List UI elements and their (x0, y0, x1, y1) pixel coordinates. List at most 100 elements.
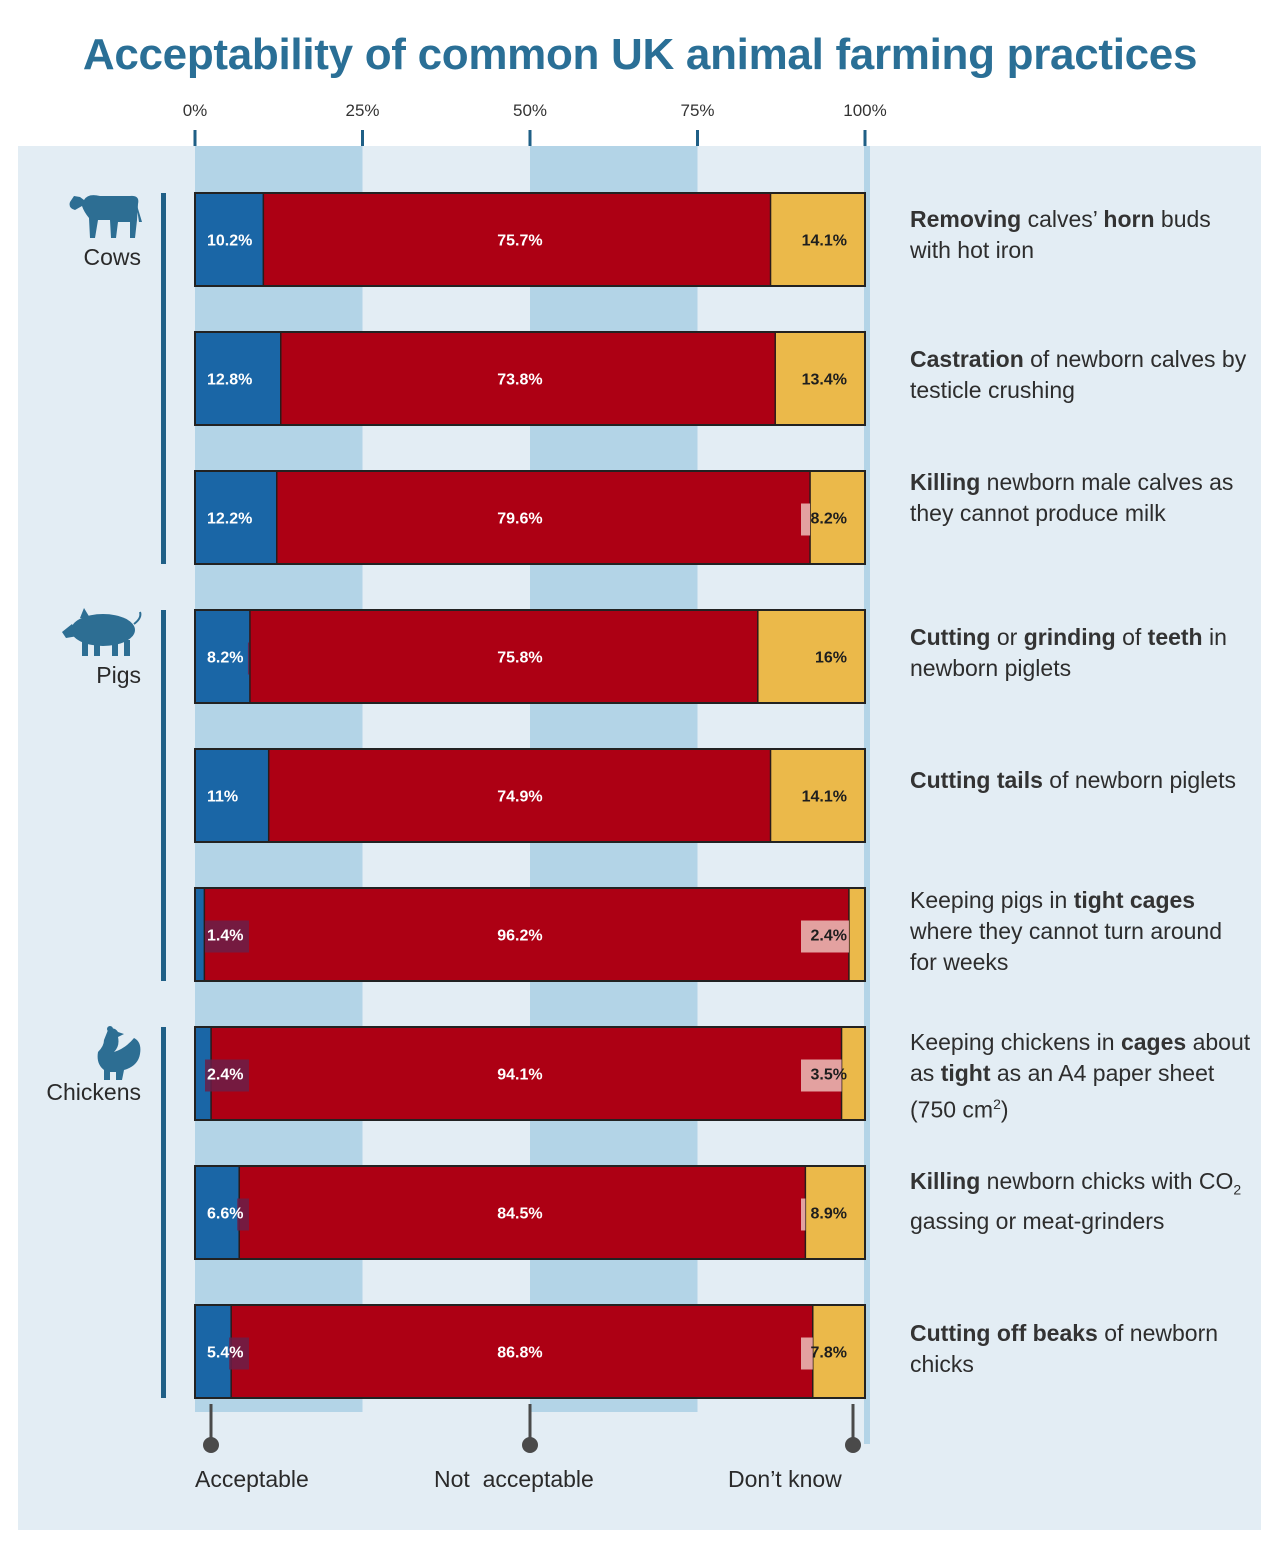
group-bracket (161, 610, 166, 981)
bar-outline (194, 331, 866, 426)
practice-description-part: Cutting off beaks (910, 1320, 1098, 1346)
practice-description-part: where they cannot turn around for weeks (910, 918, 1222, 975)
bar-label-not-acceptable: 79.6% (497, 511, 542, 528)
bar-dont-know (770, 193, 865, 286)
bar-label-not-acceptable: 73.8% (497, 372, 542, 389)
bar-label-acceptable: 5.4% (207, 1345, 243, 1362)
practice-description-part: Cutting tails (910, 767, 1043, 793)
bar-acceptable (195, 888, 205, 981)
label-backdrop (229, 1337, 249, 1370)
bar-acceptable (195, 749, 269, 842)
bar-not-acceptable (231, 1305, 813, 1398)
practice-description-part: 2 (1233, 1181, 1242, 1198)
x-tick-label: 50% (513, 101, 547, 120)
bar-label-acceptable: 1.4% (207, 928, 243, 945)
bar-not-acceptable (268, 749, 771, 842)
practice-description-part: of newborn chicks (910, 1320, 1219, 1377)
label-backdrop (801, 1198, 806, 1231)
practice-description-part: Killing (910, 469, 981, 495)
label-backdrop (801, 920, 849, 953)
legend-acceptable-label: Acceptable (195, 1466, 309, 1492)
bar-acceptable (195, 1166, 240, 1259)
cow-icon (69, 195, 142, 238)
group-label-cows: Cows (83, 244, 141, 270)
bar-label-acceptable: 12.8% (207, 372, 252, 389)
bar-not-acceptable (249, 610, 758, 703)
group-bracket (161, 193, 166, 564)
practice-description-part: ) (1000, 1096, 1009, 1123)
practice-description-part: grinding (1023, 624, 1116, 650)
bar-acceptable (195, 1305, 232, 1398)
label-backdrop (247, 642, 249, 675)
practice-description: Killing newborn male calves as they cann… (910, 467, 1255, 529)
bar-label-acceptable: 12.2% (207, 511, 252, 528)
bar-label-dont-know: 13.4% (802, 372, 847, 389)
bar-dont-know (810, 471, 865, 564)
practice-description-part: Removing (910, 206, 1022, 232)
bar-label-not-acceptable: 74.9% (497, 789, 542, 806)
practice-description-part: Cutting (910, 624, 991, 650)
practice-description: Keeping pigs in tight cages where they c… (910, 885, 1255, 978)
bar-label-dont-know: 8.2% (811, 511, 847, 528)
practice-description-part: in newborn piglets (910, 624, 1227, 681)
practice-description-part: as an A4 paper sheet (750 cm (910, 1060, 1215, 1123)
practice-description-part: tight cages (1073, 887, 1196, 913)
bar-outline (194, 1304, 866, 1399)
bar-acceptable (195, 610, 250, 703)
practice-description-part: gassing or meat-grinders (910, 1207, 1165, 1234)
practice-description-part: horn (1103, 206, 1155, 232)
practice-description-part: 2 (993, 1096, 1001, 1112)
bar-dont-know (841, 1027, 865, 1120)
pig-icon (62, 608, 142, 656)
bar-label-not-acceptable: 94.1% (497, 1067, 542, 1084)
group-label-chickens: Chickens (46, 1079, 141, 1105)
bar-not-acceptable (280, 332, 776, 425)
practice-description-part: calves’ (1021, 206, 1104, 232)
practice-description-part: of (1115, 624, 1148, 650)
bar-outline (194, 609, 866, 704)
group-label-pigs: Pigs (96, 662, 141, 688)
label-backdrop (205, 1059, 249, 1092)
bar-acceptable (195, 471, 277, 564)
grid-line-100 (864, 146, 870, 1444)
bar-label-not-acceptable: 84.5% (497, 1206, 542, 1223)
chicken-icon (97, 1026, 141, 1080)
practice-description-part: Killing (910, 1168, 981, 1194)
practice-description: Castration of newborn calves by testicle… (910, 344, 1255, 406)
legend-pin-dot (203, 1437, 219, 1453)
bar-dont-know (775, 332, 865, 425)
bar-outline (194, 1165, 866, 1260)
label-backdrop (237, 1198, 249, 1231)
bar-label-not-acceptable: 96.2% (497, 928, 542, 945)
x-tick-label: 75% (680, 101, 714, 120)
bar-acceptable (195, 1027, 212, 1120)
bar-dont-know (848, 888, 865, 981)
practice-description: Cutting tails of newborn piglets (910, 765, 1255, 796)
legend-not-acceptable-label: Not acceptable (434, 1466, 594, 1492)
bar-dont-know (770, 749, 865, 842)
label-backdrop (801, 1337, 813, 1370)
practice-description-part: cages (1120, 1029, 1187, 1055)
bar-label-dont-know: 2.4% (811, 928, 847, 945)
bar-acceptable (195, 193, 264, 286)
label-backdrop (801, 503, 811, 536)
practice-description: Cutting or grinding of teeth in newborn … (910, 622, 1255, 684)
practice-description-part: Keeping pigs in (910, 887, 1074, 913)
bar-label-dont-know: 14.1% (802, 233, 847, 250)
bar-label-dont-know: 3.5% (811, 1067, 847, 1084)
practice-description-part: tight (940, 1060, 991, 1086)
bar-dont-know (757, 610, 865, 703)
practice-description-part: Castration (910, 346, 1024, 372)
bar-outline (194, 470, 866, 565)
bar-not-acceptable (263, 193, 771, 286)
practice-description: Keeping chickens in cages about as tight… (910, 1027, 1255, 1126)
bar-label-not-acceptable: 86.8% (497, 1345, 542, 1362)
bar-label-acceptable: 8.2% (207, 650, 243, 667)
bar-label-acceptable: 10.2% (207, 233, 252, 250)
chart-title: Acceptability of common UK animal farmin… (82, 30, 1198, 79)
bar-label-dont-know: 8.9% (811, 1206, 847, 1223)
bar-label-not-acceptable: 75.7% (497, 233, 542, 250)
practice-description-part: or (990, 624, 1024, 650)
bar-label-dont-know: 16% (815, 650, 847, 667)
